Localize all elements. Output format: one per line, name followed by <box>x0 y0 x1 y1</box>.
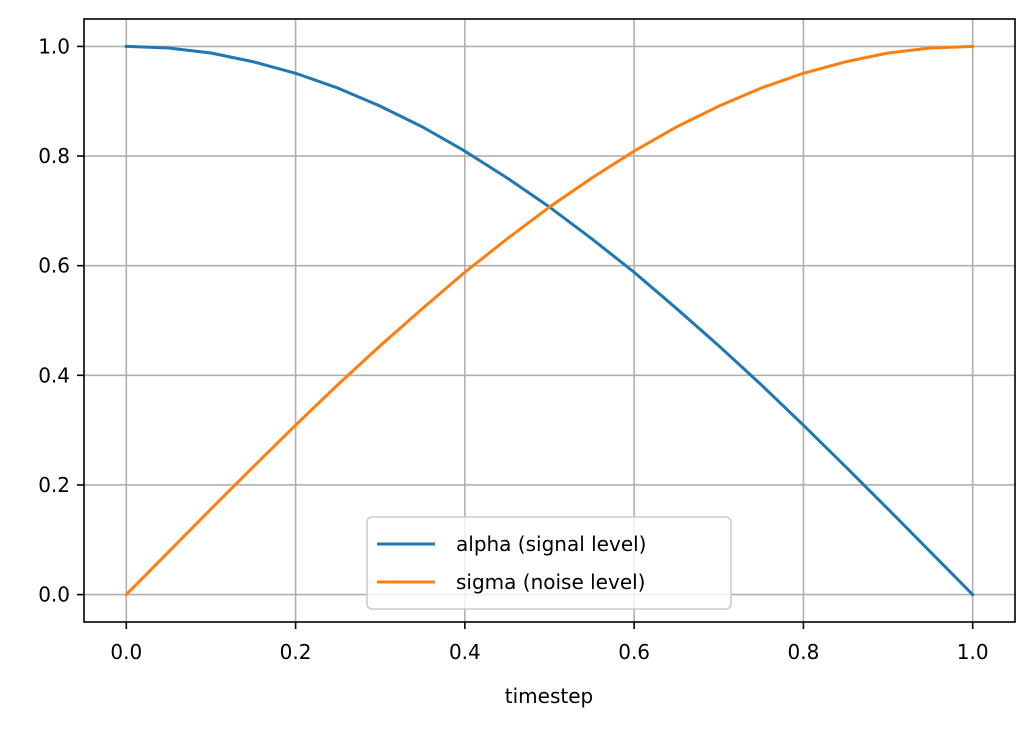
series-line-sigma <box>124 44 975 597</box>
legend-box <box>366 516 732 610</box>
y-tick-label: 0.2 <box>38 473 70 497</box>
x-tick-label: 0.8 <box>788 640 820 664</box>
legend-label: alpha (signal level) <box>456 532 646 556</box>
x-axis-label: timestep <box>505 684 593 708</box>
y-tick-label: 0.0 <box>38 583 70 607</box>
series-layer <box>124 44 975 597</box>
legend-item-sigma[interactable]: sigma (noise level) <box>377 570 645 594</box>
legend-label: sigma (noise level) <box>456 570 645 594</box>
y-tick-label: 0.8 <box>38 144 70 168</box>
plot-frame <box>83 18 1016 623</box>
legend-item-alpha[interactable]: alpha (signal level) <box>377 532 646 556</box>
series-line-alpha <box>124 44 975 597</box>
y-tick-label: 0.4 <box>38 363 70 387</box>
x-tick-label: 0.2 <box>280 640 312 664</box>
grid-layer <box>84 19 1015 622</box>
y-tick-label: 1.0 <box>38 34 70 58</box>
tick-layer: 0.0 0.2 0.4 0.6 0.8 1.0 0.0 0.2 0.4 0.6 0.8 1.0 <box>38 34 988 664</box>
x-tick-label: 1.0 <box>957 640 989 664</box>
x-tick-label: 0.4 <box>449 640 481 664</box>
y-tick-label: 0.6 <box>38 254 70 278</box>
legend[interactable]: alpha (signal level) sigma (noise level) <box>366 516 732 610</box>
x-tick-label: 0.0 <box>110 640 142 664</box>
x-tick-label: 0.6 <box>618 640 650 664</box>
